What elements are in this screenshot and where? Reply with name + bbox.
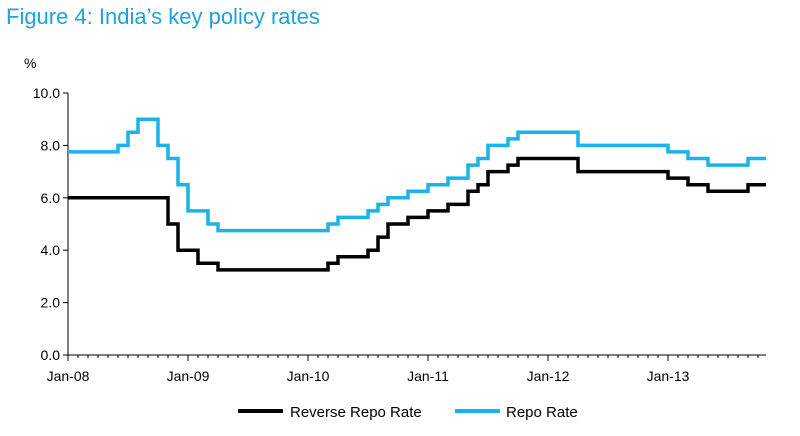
x-tick-label: Jan-10 xyxy=(287,368,330,384)
legend: Reverse Repo Rate Repo Rate xyxy=(238,404,578,421)
legend-label-repo-rate: Repo Rate xyxy=(506,404,578,421)
series-line-reverse-repo-rate xyxy=(68,156,766,272)
x-tick-label: Jan-11 xyxy=(407,368,449,384)
chart-title: Figure 4: India’s key policy rates xyxy=(6,4,320,29)
y-tick-label: 0.0 xyxy=(41,347,61,363)
x-tick-label: Jan-08 xyxy=(47,368,90,384)
y-tick-label: 8.0 xyxy=(41,137,61,153)
x-tick-label: Jan-13 xyxy=(647,368,690,384)
x-tick-label: Jan-09 xyxy=(167,368,210,384)
y-tick-label: 2.0 xyxy=(41,295,61,311)
x-tick-label: Jan-12 xyxy=(527,368,570,384)
legend-label-reverse-repo-rate: Reverse Repo Rate xyxy=(290,404,422,421)
y-tick-label: 10.0 xyxy=(33,85,60,101)
plot-area: 0.0 2.0 4.0 6.0 8.0 10.0 Jan-08 Jan-09 Jan-10 Jan… xyxy=(33,85,766,384)
series-line-repo-rate xyxy=(68,117,766,233)
y-axis-label: % xyxy=(24,55,36,71)
y-tick-label: 6.0 xyxy=(41,190,61,206)
y-tick-label: 4.0 xyxy=(41,242,61,258)
